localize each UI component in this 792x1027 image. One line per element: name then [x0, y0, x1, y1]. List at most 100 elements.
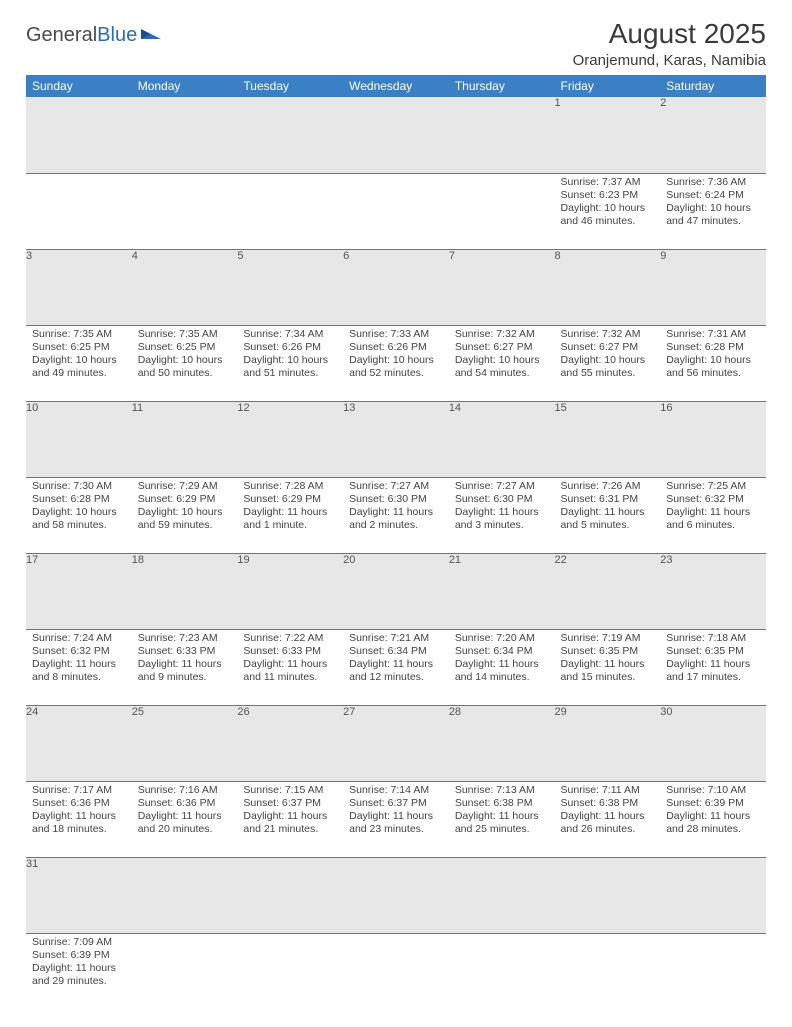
sunrise-line: Sunrise: 7:17 AM: [32, 784, 126, 797]
day-number: 25: [132, 705, 238, 781]
day-details: Sunrise: 7:14 AMSunset: 6:37 PMDaylight:…: [343, 782, 449, 841]
sunrise-line: Sunrise: 7:27 AM: [455, 480, 549, 493]
calendar-cell: Sunrise: 7:26 AMSunset: 6:31 PMDaylight:…: [555, 477, 661, 553]
sunset-line: Sunset: 6:29 PM: [243, 493, 337, 506]
calendar-cell: Sunrise: 7:20 AMSunset: 6:34 PMDaylight:…: [449, 629, 555, 705]
sunset-line: Sunset: 6:36 PM: [138, 797, 232, 810]
day-number: [449, 857, 555, 933]
day-number: 14: [449, 401, 555, 477]
calendar-cell: Sunrise: 7:09 AMSunset: 6:39 PMDaylight:…: [26, 933, 132, 1009]
daylight-line: Daylight: 11 hours and 2 minutes.: [349, 506, 443, 532]
day-details: Sunrise: 7:10 AMSunset: 6:39 PMDaylight:…: [660, 782, 766, 841]
sunset-line: Sunset: 6:26 PM: [243, 341, 337, 354]
calendar-cell: Sunrise: 7:28 AMSunset: 6:29 PMDaylight:…: [237, 477, 343, 553]
sunrise-line: Sunrise: 7:24 AM: [32, 632, 126, 645]
day-details: Sunrise: 7:28 AMSunset: 6:29 PMDaylight:…: [237, 478, 343, 537]
daylight-line: Daylight: 11 hours and 29 minutes.: [32, 962, 126, 988]
calendar-cell: Sunrise: 7:31 AMSunset: 6:28 PMDaylight:…: [660, 325, 766, 401]
sunset-line: Sunset: 6:38 PM: [561, 797, 655, 810]
daylight-line: Daylight: 11 hours and 12 minutes.: [349, 658, 443, 684]
sunset-line: Sunset: 6:26 PM: [349, 341, 443, 354]
sunset-line: Sunset: 6:34 PM: [455, 645, 549, 658]
day-details: Sunrise: 7:35 AMSunset: 6:25 PMDaylight:…: [26, 326, 132, 385]
day-details: Sunrise: 7:26 AMSunset: 6:31 PMDaylight:…: [555, 478, 661, 537]
sunrise-line: Sunrise: 7:23 AM: [138, 632, 232, 645]
calendar-cell: Sunrise: 7:10 AMSunset: 6:39 PMDaylight:…: [660, 781, 766, 857]
day-number-row: 31: [26, 857, 766, 933]
daylight-line: Daylight: 11 hours and 9 minutes.: [138, 658, 232, 684]
sunrise-line: Sunrise: 7:33 AM: [349, 328, 443, 341]
day-details: Sunrise: 7:31 AMSunset: 6:28 PMDaylight:…: [660, 326, 766, 385]
page-header: GeneralBlue August 2025 Oranjemund, Kara…: [26, 18, 766, 69]
sunset-line: Sunset: 6:24 PM: [666, 189, 760, 202]
sunrise-line: Sunrise: 7:35 AM: [138, 328, 232, 341]
day-number: 29: [555, 705, 661, 781]
sunrise-line: Sunrise: 7:13 AM: [455, 784, 549, 797]
day-details: Sunrise: 7:11 AMSunset: 6:38 PMDaylight:…: [555, 782, 661, 841]
calendar-week-row: Sunrise: 7:09 AMSunset: 6:39 PMDaylight:…: [26, 933, 766, 1009]
calendar-cell: [237, 933, 343, 1009]
month-title: August 2025: [573, 18, 766, 50]
sunrise-line: Sunrise: 7:14 AM: [349, 784, 443, 797]
calendar-cell: Sunrise: 7:13 AMSunset: 6:38 PMDaylight:…: [449, 781, 555, 857]
sunset-line: Sunset: 6:35 PM: [666, 645, 760, 658]
weekday-header-row: SundayMondayTuesdayWednesdayThursdayFrid…: [26, 75, 766, 97]
sunset-line: Sunset: 6:23 PM: [561, 189, 655, 202]
day-number: 12: [237, 401, 343, 477]
calendar-cell: [237, 173, 343, 249]
day-number: 16: [660, 401, 766, 477]
daylight-line: Daylight: 11 hours and 23 minutes.: [349, 810, 443, 836]
daylight-line: Daylight: 10 hours and 51 minutes.: [243, 354, 337, 380]
daylight-line: Daylight: 11 hours and 1 minute.: [243, 506, 337, 532]
calendar-cell: Sunrise: 7:30 AMSunset: 6:28 PMDaylight:…: [26, 477, 132, 553]
calendar-cell: Sunrise: 7:25 AMSunset: 6:32 PMDaylight:…: [660, 477, 766, 553]
calendar-week-row: Sunrise: 7:17 AM Sunset: 6:36 PM Daylight:…: [26, 781, 766, 857]
daylight-line: Daylight: 10 hours and 50 minutes.: [138, 354, 232, 380]
day-details: Sunrise: 7:32 AMSunset: 6:27 PMDaylight:…: [555, 326, 661, 385]
calendar-cell: [132, 173, 238, 249]
day-number: 8: [555, 249, 661, 325]
day-number: 11: [132, 401, 238, 477]
day-number: 10: [26, 401, 132, 477]
day-number: 21: [449, 553, 555, 629]
calendar-cell: Sunrise: 7:34 AMSunset: 6:26 PMDaylight:…: [237, 325, 343, 401]
day-details: Sunrise: 7:19 AMSunset: 6:35 PMDaylight:…: [555, 630, 661, 689]
day-number: 27: [343, 705, 449, 781]
sunset-line: Sunset: 6:31 PM: [561, 493, 655, 506]
sunrise-line: Sunrise: 7:32 AM: [561, 328, 655, 341]
sunset-line: Sunset: 6:38 PM: [455, 797, 549, 810]
day-details: Sunrise: 7:34 AMSunset: 6:26 PMDaylight:…: [237, 326, 343, 385]
daylight-line: Daylight: 11 hours and 5 minutes.: [561, 506, 655, 532]
sunset-line: Sunset: 6:25 PM: [138, 341, 232, 354]
calendar-cell: Sunrise: 7:33 AMSunset: 6:26 PMDaylight:…: [343, 325, 449, 401]
flag-icon: [141, 24, 163, 47]
calendar-cell: Sunrise: 7:32 AMSunset: 6:27 PMDaylight:…: [555, 325, 661, 401]
day-number: [449, 97, 555, 173]
day-number: 26: [237, 705, 343, 781]
calendar-cell: Sunrise: 7:36 AMSunset: 6:24 PMDaylight:…: [660, 173, 766, 249]
day-details: Sunrise: 7:36 AMSunset: 6:24 PMDaylight:…: [660, 174, 766, 233]
day-number-row: 24252627282930: [26, 705, 766, 781]
day-number: [237, 97, 343, 173]
day-details: Sunrise: 7:27 AMSunset: 6:30 PMDaylight:…: [343, 478, 449, 537]
daylight-line: Daylight: 10 hours and 52 minutes.: [349, 354, 443, 380]
day-number: 30: [660, 705, 766, 781]
sunrise-line: Sunrise: 7:26 AM: [561, 480, 655, 493]
day-number: [343, 97, 449, 173]
sunset-line: Sunset: 6:27 PM: [561, 341, 655, 354]
sunset-line: Sunset: 6:30 PM: [455, 493, 549, 506]
day-details: Sunrise: 7:30 AMSunset: 6:28 PMDaylight:…: [26, 478, 132, 537]
sunset-line: Sunset: 6:32 PM: [32, 645, 126, 658]
sunset-line: Sunset: 6:37 PM: [349, 797, 443, 810]
calendar-cell: [343, 933, 449, 1009]
day-number: 13: [343, 401, 449, 477]
day-details: Sunrise: 7:37 AMSunset: 6:23 PMDaylight:…: [555, 174, 661, 233]
daylight-line: Daylight: 11 hours and 11 minutes.: [243, 658, 337, 684]
sunrise-line: Sunrise: 7:16 AM: [138, 784, 232, 797]
weekday-header: Thursday: [449, 75, 555, 97]
day-details: Sunrise: 7:13 AMSunset: 6:38 PMDaylight:…: [449, 782, 555, 841]
sunset-line: Sunset: 6:29 PM: [138, 493, 232, 506]
sunrise-line: Sunrise: 7:29 AM: [138, 480, 232, 493]
day-details: Sunrise: 7:24 AMSunset: 6:32 PMDaylight:…: [26, 630, 132, 689]
sunset-line: Sunset: 6:33 PM: [138, 645, 232, 658]
